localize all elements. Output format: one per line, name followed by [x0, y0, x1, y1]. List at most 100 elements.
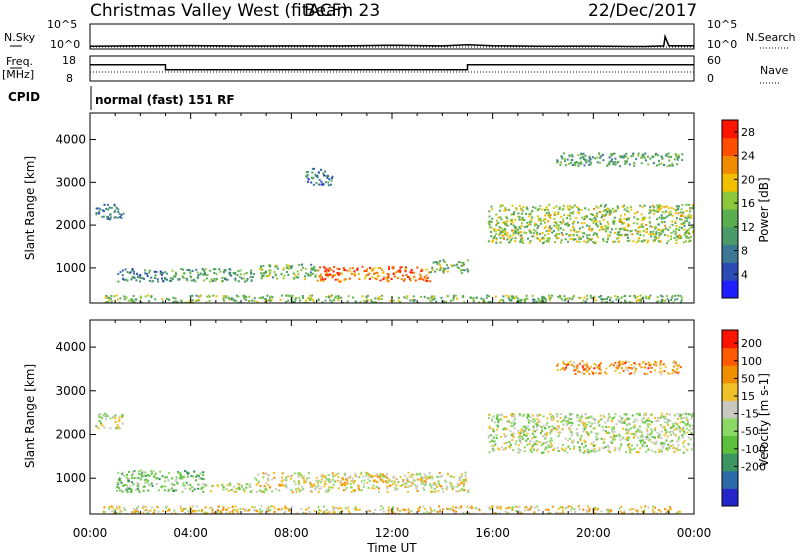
scatter-cell — [511, 508, 514, 511]
scatter-cell — [270, 298, 273, 301]
scatter-cell — [318, 183, 321, 186]
scatter-cell — [557, 507, 560, 510]
scatter-cell — [490, 220, 493, 223]
scatter-cell — [502, 295, 505, 298]
scatter-cell — [229, 484, 232, 487]
scatter-cell — [545, 446, 548, 449]
scatter-cell — [641, 421, 644, 424]
scatter-cell — [196, 474, 199, 477]
scatter-cell — [689, 207, 692, 210]
scatter-cell — [637, 509, 639, 512]
scatter-cell — [688, 213, 691, 216]
scatter-cell — [561, 506, 564, 509]
scatter-cell — [667, 234, 670, 237]
scatter-cell — [676, 157, 679, 160]
scatter-cell — [594, 157, 597, 160]
scatter-cell — [495, 505, 498, 508]
scatter-cell — [668, 211, 671, 214]
scatter-cell — [518, 226, 521, 229]
scatter-cell — [321, 474, 324, 476]
scatter-cell — [562, 367, 564, 370]
scatter-cell — [633, 212, 636, 215]
scatter-cell — [440, 485, 443, 488]
scatter-cell — [580, 222, 583, 225]
scatter-cell — [670, 299, 673, 301]
scatter-cell — [593, 220, 596, 222]
scatter-cell — [192, 475, 195, 478]
scatter-cell — [392, 511, 395, 514]
scatter-cell — [544, 221, 547, 224]
scatter-cell — [137, 276, 140, 279]
scatter-cell — [168, 472, 171, 475]
scatter-cell — [567, 445, 570, 448]
scatter-cell — [309, 482, 312, 485]
scatter-cell — [426, 279, 429, 282]
scatter-cell — [624, 362, 627, 365]
colorbar-tick-label: -200 — [741, 460, 766, 473]
scatter-cell — [627, 429, 630, 432]
scatter-cell — [430, 296, 433, 299]
scatter-cell — [175, 272, 178, 275]
scatter-cell — [650, 432, 653, 435]
scatter-cell — [525, 439, 528, 442]
scatter-cell — [423, 488, 426, 491]
scatter-cell — [364, 510, 367, 513]
scatter-cell — [663, 217, 666, 219]
scatter-cell — [172, 296, 175, 299]
scatter-cell — [576, 434, 579, 437]
scatter-cell — [586, 294, 588, 297]
scatter-cell — [147, 489, 150, 492]
scatter-cell — [397, 296, 400, 299]
scatter-cell — [520, 234, 523, 237]
scatter-cell — [605, 226, 608, 229]
scatter-cell — [630, 208, 633, 211]
scatter-cell — [159, 270, 162, 273]
scatter-cell — [306, 170, 309, 173]
scatter-cell — [115, 207, 118, 210]
scatter-cell — [387, 512, 390, 514]
scatter-cell — [544, 441, 547, 444]
scatter-cell — [367, 486, 370, 489]
scatter-cell — [620, 419, 623, 422]
scatter-cell — [682, 451, 685, 454]
scatter-cell — [285, 294, 288, 297]
scatter-cell — [219, 270, 222, 273]
scatter-cell — [497, 447, 500, 450]
scatter-cell — [303, 278, 306, 281]
scatter-cell — [181, 477, 184, 480]
scatter-cell — [642, 218, 645, 221]
scatter-cell — [420, 275, 422, 278]
scatter-cell — [668, 413, 671, 416]
scatter-cell — [579, 416, 582, 419]
scatter-cell — [510, 220, 513, 223]
scatter-cell — [445, 300, 448, 303]
scatter-cell — [687, 231, 690, 234]
scatter-cell — [517, 231, 520, 234]
scatter-cell — [255, 483, 258, 486]
power-y-axis-label: Slant Range [km] — [23, 156, 37, 260]
scatter-cell — [230, 488, 233, 491]
scatter-cell — [142, 485, 145, 488]
scatter-cell — [497, 216, 500, 219]
scatter-cell — [276, 277, 279, 280]
scatter-cell — [143, 509, 146, 512]
scatter-cell — [548, 216, 551, 218]
scatter-cell — [266, 294, 269, 297]
scatter-cell — [260, 510, 262, 513]
scatter-cell — [652, 232, 655, 235]
scatter-cell — [677, 154, 680, 157]
scatter-cell — [150, 295, 153, 298]
scatter-cell — [637, 237, 640, 240]
scatter-cell — [432, 490, 435, 493]
scatter-cell — [590, 161, 593, 164]
scatter-cell — [381, 473, 384, 476]
scatter-cell — [482, 298, 485, 301]
scatter-cell — [491, 449, 494, 452]
scatter-cell — [396, 488, 399, 491]
scatter-cell — [450, 264, 453, 267]
scatter-cell — [354, 472, 357, 475]
scatter-cell — [578, 227, 581, 230]
colorbar-tick-label: 200 — [741, 337, 762, 350]
scatter-cell — [508, 208, 510, 211]
scatter-cell — [633, 372, 636, 375]
